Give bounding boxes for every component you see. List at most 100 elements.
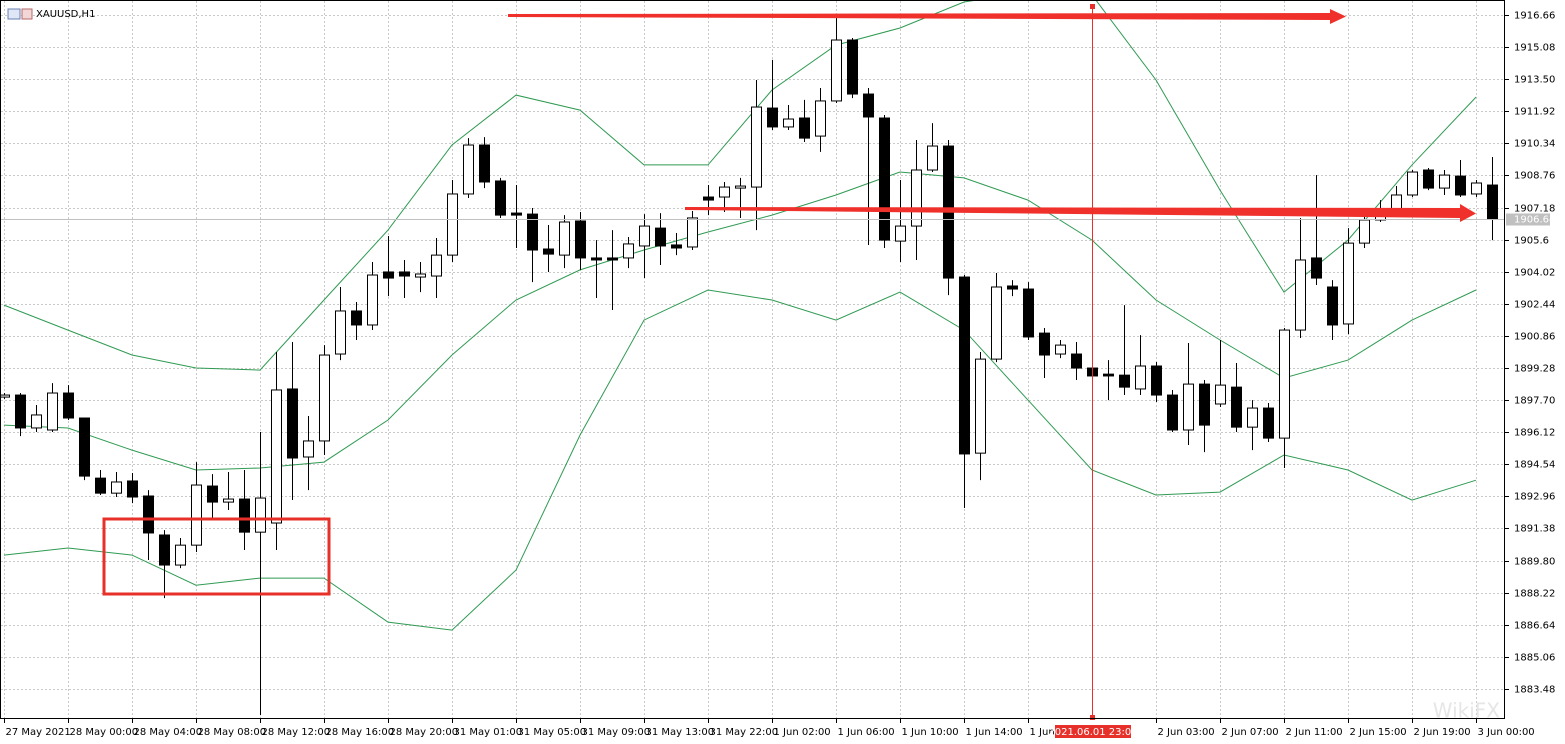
bull-body: [1343, 242, 1354, 325]
bull-body: [639, 225, 650, 247]
bear-body: [383, 271, 394, 279]
icon: [21, 8, 33, 20]
bear-body: [127, 480, 138, 498]
bull-body: [319, 354, 330, 442]
labels: XAUUSD,H1: [7, 8, 95, 20]
y-tick-label: 1900.86: [1514, 332, 1555, 343]
x-tick-label: 2 Jun 07:00: [1222, 727, 1279, 738]
x-tick-label: 28 May 16:00: [326, 727, 395, 738]
bull-body: [111, 481, 122, 494]
y-tick-label: 1886.64: [1514, 621, 1555, 632]
bear-body: [479, 144, 490, 183]
bear-body: [767, 107, 778, 128]
bands: [3, 0, 1477, 631]
bull-body: [31, 414, 42, 429]
y-tick-label: 1913.50: [1514, 75, 1555, 86]
bear-body: [15, 394, 26, 429]
arrow-top: [508, 9, 1346, 24]
bear-body: [1311, 257, 1322, 279]
bear-body: [1119, 374, 1130, 388]
y-tick-label: 1888.22: [1514, 589, 1555, 600]
bull-body: [927, 145, 938, 171]
bear-body: [1231, 386, 1242, 428]
bull-body: [415, 273, 426, 278]
bear-body: [239, 498, 250, 533]
bear-body: [1103, 373, 1114, 377]
bull-body: [991, 286, 1002, 360]
bear-body: [799, 117, 810, 139]
bear-body: [1071, 353, 1082, 369]
bear-body: [575, 220, 586, 259]
y-tick-label: 1902.44: [1514, 300, 1555, 311]
y-tick-label: 1892.96: [1514, 492, 1555, 503]
x-tick-label: 27 May 2021: [6, 727, 71, 738]
bull-body: [831, 39, 842, 102]
bear-body: [543, 248, 554, 255]
bull-body: [735, 185, 746, 189]
bear-body: [655, 227, 666, 247]
bear-body: [95, 477, 106, 494]
x-tick-label: 1 Jun 10:00: [902, 727, 959, 738]
bull-body: [687, 217, 698, 248]
x-tick-label: 28 May 00:00: [70, 727, 139, 738]
bull-body: [1359, 219, 1370, 244]
bear-body: [1023, 288, 1034, 338]
bear-body: [863, 93, 874, 118]
crosshair-end: [1090, 4, 1095, 9]
y-tick-label: 1907.18: [1514, 204, 1555, 215]
y-tick-label: 1915.08: [1514, 43, 1555, 54]
icon: [7, 8, 21, 20]
bear-body: [159, 534, 170, 566]
bear-body: [671, 244, 682, 249]
chart-title: XAUUSD,H1: [36, 9, 95, 20]
y-tick-label: 1894.54: [1514, 460, 1555, 471]
bull-body: [431, 254, 442, 277]
bull-body: [367, 274, 378, 326]
x-tick-label: 2 Jun 19:00: [1414, 727, 1471, 738]
y-tick-label: 1891.38: [1514, 524, 1555, 535]
x-tick-label: 1 Jun 06:00: [838, 727, 895, 738]
bear-body: [1199, 383, 1210, 426]
x-tick-label: 31 May 05:00: [518, 727, 587, 738]
crosshair-label-bg: [1055, 725, 1131, 738]
bull-body: [1055, 344, 1066, 355]
highlight-box: [102, 517, 331, 596]
bull-body: [1247, 407, 1258, 428]
y-tick-label: 1889.80: [1514, 557, 1555, 568]
bull-body: [47, 392, 58, 431]
current-price-label: 1906.64: [1514, 215, 1555, 226]
plot-frame: [0, 0, 1505, 719]
x-tick-label: 1 Jun 02:00: [774, 727, 831, 738]
bull-body: [751, 106, 762, 188]
bear-body: [1007, 285, 1018, 290]
bull-body: [1135, 365, 1146, 390]
y-tick-label: 1897.70: [1514, 396, 1555, 407]
bear-body: [527, 213, 538, 251]
bear-body: [495, 180, 506, 216]
bear-body: [143, 495, 154, 534]
x-tick-label: 31 May 13:00: [646, 727, 715, 738]
bull-body: [1279, 329, 1290, 439]
bear-body: [207, 485, 218, 503]
bear-body: [1423, 169, 1434, 189]
bear-body: [1039, 332, 1050, 356]
watermark: WikiFX: [1433, 699, 1501, 723]
axes: [0, 0, 1505, 719]
bull-body: [895, 225, 906, 242]
bull-body: [559, 221, 570, 256]
bull-body: [719, 186, 730, 198]
bear-body: [1263, 407, 1274, 439]
bull-body: [463, 144, 474, 195]
y-tick-label: 1911.92: [1514, 107, 1555, 118]
x-tick-label: 28 May 04:00: [134, 727, 203, 738]
y-tick-label: 1916.66: [1514, 11, 1555, 22]
bear-body: [63, 392, 74, 419]
x-tick-label: 2 Jun 03:00: [1158, 727, 1215, 738]
y-tick-label: 1905.6: [1514, 236, 1549, 247]
bear-body: [1487, 184, 1498, 220]
bear-body: [351, 310, 362, 326]
x-tick-label: 31 May 09:00: [582, 727, 651, 738]
crosshair-end: [1090, 715, 1095, 720]
